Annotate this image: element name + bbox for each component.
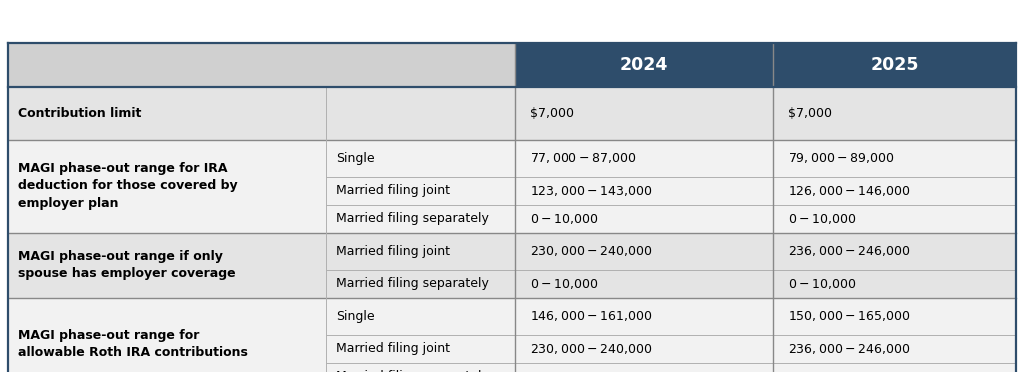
Text: $0 - $10,000: $0 - $10,000 [530, 212, 599, 225]
Text: $236,000 - $246,000: $236,000 - $246,000 [788, 244, 910, 258]
Text: $0 - $10,000: $0 - $10,000 [788, 370, 857, 372]
Text: Married filing separately: Married filing separately [336, 370, 488, 372]
FancyBboxPatch shape [8, 140, 1016, 177]
Text: Married filing joint: Married filing joint [336, 245, 450, 257]
Text: Contribution limit: Contribution limit [18, 107, 141, 119]
Text: $79,000 - $89,000: $79,000 - $89,000 [788, 151, 895, 165]
Text: $150,000 - $165,000: $150,000 - $165,000 [788, 309, 910, 323]
FancyBboxPatch shape [8, 335, 1016, 363]
FancyBboxPatch shape [8, 177, 1016, 205]
Text: $230,000 - $240,000: $230,000 - $240,000 [530, 244, 652, 258]
Text: $0 - $10,000: $0 - $10,000 [788, 277, 857, 291]
Text: MAGI phase-out range if only
spouse has employer coverage: MAGI phase-out range if only spouse has … [18, 250, 237, 280]
Text: $7,000: $7,000 [788, 107, 833, 119]
Text: Married filing separately: Married filing separately [336, 277, 488, 290]
Text: $146,000 - $161,000: $146,000 - $161,000 [530, 309, 652, 323]
Text: $77,000 - $87,000: $77,000 - $87,000 [530, 151, 637, 165]
FancyBboxPatch shape [8, 298, 1016, 335]
Text: 2024: 2024 [620, 56, 669, 74]
FancyBboxPatch shape [8, 205, 1016, 232]
Text: Single: Single [336, 310, 375, 323]
FancyBboxPatch shape [8, 363, 1016, 372]
FancyBboxPatch shape [8, 270, 1016, 298]
Text: $123,000 - $143,000: $123,000 - $143,000 [530, 184, 652, 198]
Text: 2025: 2025 [870, 56, 919, 74]
FancyBboxPatch shape [8, 87, 1016, 140]
FancyBboxPatch shape [773, 43, 1016, 87]
Text: Married filing separately: Married filing separately [336, 212, 488, 225]
Text: $0 - $10,000: $0 - $10,000 [530, 277, 599, 291]
Text: Married filing joint: Married filing joint [336, 184, 450, 197]
FancyBboxPatch shape [515, 43, 773, 87]
Text: $126,000 - $146,000: $126,000 - $146,000 [788, 184, 910, 198]
Text: Single: Single [336, 152, 375, 164]
Text: MAGI phase-out range for
allowable Roth IRA contributions: MAGI phase-out range for allowable Roth … [18, 329, 248, 359]
FancyBboxPatch shape [8, 43, 515, 87]
Text: MAGI phase-out range for IRA
deduction for those covered by
employer plan: MAGI phase-out range for IRA deduction f… [18, 162, 238, 210]
FancyBboxPatch shape [8, 232, 1016, 270]
Text: Married filing joint: Married filing joint [336, 342, 450, 355]
Text: $0 - $10,000: $0 - $10,000 [788, 212, 857, 225]
Text: $236,000 - $246,000: $236,000 - $246,000 [788, 342, 910, 356]
Text: $0 - $10,000: $0 - $10,000 [530, 370, 599, 372]
Text: $7,000: $7,000 [530, 107, 574, 119]
Text: $230,000 - $240,000: $230,000 - $240,000 [530, 342, 652, 356]
